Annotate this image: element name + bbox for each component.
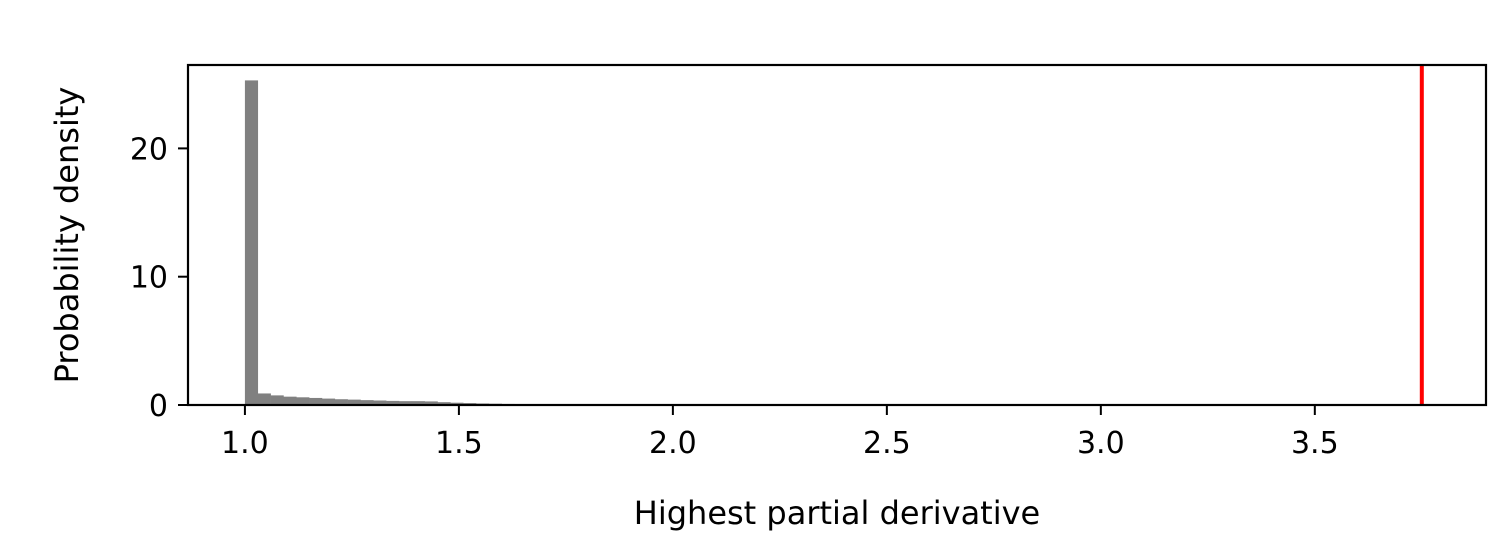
histogram-bar — [283, 396, 297, 405]
histogram-bar — [270, 395, 284, 405]
histogram-bar — [411, 401, 425, 405]
histogram-bar — [347, 399, 361, 405]
y-tick-label: 0 — [149, 389, 168, 424]
histogram-bar — [296, 397, 310, 405]
y-tick-label: 20 — [130, 132, 168, 167]
histogram-bar — [386, 400, 400, 405]
histogram-bar — [321, 398, 336, 405]
x-tick-label: 2.0 — [649, 426, 697, 461]
y-tick-label: 10 — [130, 261, 168, 296]
histogram-bar — [424, 401, 438, 405]
histogram-bar — [360, 400, 374, 405]
x-tick-label: 1.0 — [221, 426, 269, 461]
histogram-bar — [309, 397, 323, 405]
histogram-bar — [450, 402, 464, 405]
histogram-bar — [437, 402, 451, 405]
histogram-bar — [244, 80, 259, 405]
histogram-bar — [334, 399, 348, 405]
x-axis-label: Highest partial derivative — [634, 494, 1040, 532]
plot-frame — [186, 63, 1488, 407]
y-axis-label: Probability density — [48, 87, 86, 384]
x-axis-ticks: 1.0 1.5 2.0 2.5 3.0 3.5 — [221, 405, 1339, 461]
x-tick-label: 3.5 — [1291, 426, 1339, 461]
x-tick-label: 1.5 — [435, 426, 483, 461]
y-axis-ticks: 0 10 20 — [130, 132, 188, 424]
x-tick-label: 2.5 — [863, 426, 911, 461]
x-tick-label: 3.0 — [1077, 426, 1125, 461]
histogram-bar — [373, 400, 387, 405]
histogram-bar — [398, 401, 413, 405]
histogram-bar — [257, 393, 271, 405]
